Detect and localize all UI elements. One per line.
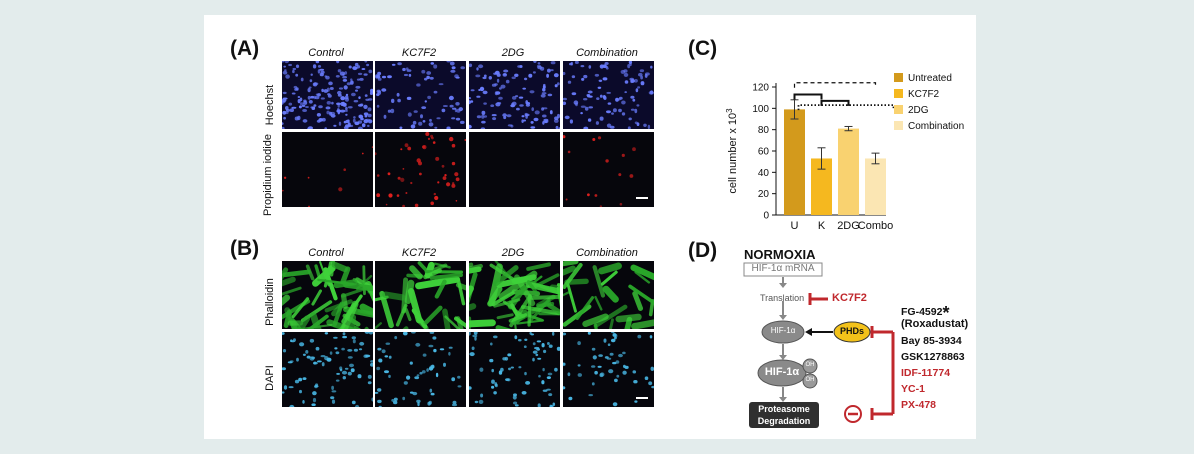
- panel-a-pi-control: [282, 132, 373, 207]
- hif-oh-label: HIF-1α: [764, 366, 800, 378]
- panel-b-phalloidin-2dg: [469, 261, 560, 329]
- hif-ellipse: [761, 320, 805, 344]
- panel-b-row-dapi: DAPI: [264, 365, 276, 391]
- hif-oh-ellipse: [757, 359, 807, 387]
- panel-a-col-2dg: 2DG: [501, 47, 525, 59]
- proteasome-label: Proteasome: [758, 404, 810, 414]
- px478-label: PX-478: [901, 399, 937, 411]
- bar-k: [811, 158, 832, 215]
- phds-label: PHDs: [839, 326, 864, 336]
- significance-bracket-u-combo: [793, 82, 877, 88]
- panel-b-label: (B): [230, 237, 260, 260]
- oh-circle-2: [802, 373, 818, 389]
- legend-swatch-0: [894, 73, 903, 82]
- translation-label: Translation: [760, 293, 805, 303]
- panel-a-col-combination: Combination: [576, 47, 638, 59]
- y-tick-label: 20: [758, 189, 770, 200]
- legend-swatch-1: [894, 89, 903, 98]
- panel-b-dapi-2dg: [469, 332, 560, 407]
- degradation-label: Degradation: [757, 416, 811, 426]
- panel-b-row-phalloidin: Phalloidin: [264, 278, 276, 326]
- legend-label-3: Combination: [908, 121, 964, 132]
- panel-a-col-control: Control: [308, 47, 344, 59]
- arrow-head-2: [779, 315, 787, 320]
- mrna-label: HIF-1α mRNA: [751, 263, 815, 274]
- arrow-head-1: [779, 283, 787, 288]
- panel-a-col-kc7f2: KC7F2: [401, 47, 437, 59]
- panel-b-phalloidin-combination: [563, 261, 654, 329]
- figure: (A) Control KC7F2 2DG Combination Hoechs…: [204, 15, 976, 439]
- phds-ellipse: [833, 321, 871, 343]
- panel-a-pi-2dg: [469, 132, 560, 207]
- x-tick-label-2dg: 2DG: [837, 220, 860, 232]
- legend-swatch-2: [894, 105, 903, 114]
- x-tick-label-k: K: [818, 220, 826, 232]
- y-tick-label: 80: [758, 125, 770, 136]
- y-tick-label: 60: [758, 147, 770, 158]
- panel-a-row-propidium-text: Propidium iodide: [262, 134, 274, 216]
- significance-bracket-k-2dg: [820, 99, 850, 106]
- bar-u: [784, 109, 805, 215]
- panel-b-col-2dg: 2DG: [501, 247, 525, 259]
- idf-label: IDF-11774: [901, 367, 951, 379]
- significance-bracket-u-k: [793, 93, 823, 100]
- y-tick-label: 40: [758, 168, 770, 179]
- x-tick-label-u: U: [791, 220, 799, 232]
- panel-a-hoechst-2dg: [469, 61, 560, 129]
- arrow-head-3: [779, 355, 787, 360]
- panel-b-dapi-kc7f2: [375, 332, 466, 407]
- fg4592-label: FG-4592*: [901, 303, 949, 324]
- kc7f2-label: KC7F2: [832, 292, 867, 304]
- panel-a-hoechst-combination: [563, 61, 654, 129]
- panel-b-dapi-control: [282, 332, 373, 407]
- proteasome-box: [749, 402, 819, 428]
- hif-label: HIF-1α: [770, 326, 796, 335]
- bay-label: Bay 85-3934: [901, 335, 962, 347]
- panel-d-label: (D): [688, 239, 718, 262]
- panel-a-pi-combination: [563, 132, 654, 207]
- mrna-box: [743, 262, 823, 277]
- y-tick-label: 100: [752, 104, 769, 115]
- oh-circle-1: [802, 358, 818, 374]
- panel-b-col-control: Control: [308, 247, 344, 259]
- bar-combo: [865, 158, 886, 215]
- panel-b-phalloidin-control: [282, 261, 373, 329]
- roxadustat-label: (Roxadustat): [901, 318, 969, 330]
- fg4592-text: FG-4592: [901, 306, 943, 318]
- y-axis-label: cell number x 103: [725, 108, 739, 194]
- legend-swatch-3: [894, 121, 903, 130]
- panel-b-dapi-combination: [563, 332, 654, 407]
- normoxia-title: NORMOXIA: [744, 247, 816, 262]
- arrow-head-phds: [805, 328, 812, 336]
- fg4592-asterisk: *: [942, 303, 950, 323]
- panel-a-scale-bar: [636, 197, 648, 199]
- panel-b-phalloidin-kc7f2: [375, 261, 466, 329]
- legend-label-0: Untreated: [908, 73, 952, 84]
- y-tick-label: 0: [763, 211, 769, 222]
- gsk-label: GSK1278863: [901, 351, 965, 363]
- legend-label-2: 2DG: [908, 105, 929, 116]
- panel-b-col-kc7f2: KC7F2: [401, 247, 437, 259]
- oh-label-2: OH: [805, 377, 815, 383]
- panel-c-label: (C): [688, 37, 718, 60]
- oh-label-1: OH: [805, 362, 815, 368]
- significance-bracket-dotted: [797, 104, 895, 111]
- panel-a-row-hoechst: Hoechst: [264, 84, 276, 126]
- pathway-diagram: [743, 262, 895, 428]
- legend-label-1: KC7F2: [908, 89, 940, 100]
- panel-a-pi-kc7f2: [375, 132, 466, 207]
- panel-a-hoechst-control: [282, 61, 373, 129]
- panel-a-label: (A): [230, 37, 260, 60]
- yc1-label: YC-1: [901, 383, 925, 395]
- arrow-head-4: [779, 397, 787, 402]
- panel-b-scale-bar: [636, 397, 648, 399]
- x-tick-label-combo: Combo: [858, 220, 893, 232]
- panel-a-row-propidium: Propidium iodide: [262, 134, 274, 216]
- panel-a-hoechst-kc7f2: [375, 61, 466, 129]
- bar-2dg: [838, 128, 859, 215]
- panel-b-col-combination: Combination: [576, 247, 638, 259]
- y-tick-label: 120: [752, 83, 769, 94]
